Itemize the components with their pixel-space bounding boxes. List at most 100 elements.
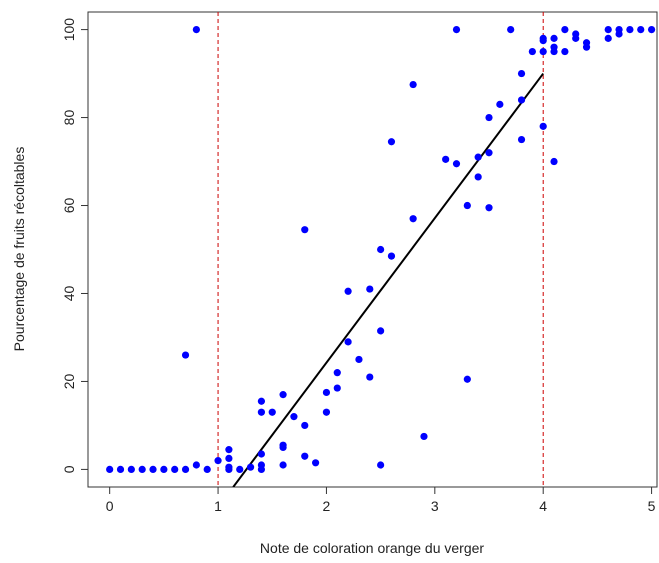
x-tick-label: 1 xyxy=(214,498,222,514)
x-tick-label: 0 xyxy=(106,498,114,514)
x-axis-title: Note de coloration orange du verger xyxy=(260,540,484,556)
data-point xyxy=(637,25,645,34)
data-point xyxy=(355,355,363,364)
y-tick-label: 60 xyxy=(61,198,77,214)
data-point xyxy=(561,47,569,56)
y-tick-label: 80 xyxy=(61,110,77,126)
x-axis: 0 1 2 3 4 5 xyxy=(106,487,656,514)
data-point xyxy=(420,432,428,441)
data-point xyxy=(387,138,396,146)
data-point xyxy=(257,408,266,416)
data-point xyxy=(539,122,547,130)
data-point xyxy=(561,25,569,34)
data-point xyxy=(366,373,374,381)
data-point xyxy=(387,252,396,260)
data-point xyxy=(333,369,341,377)
fit-line xyxy=(232,72,545,487)
x-tick-label: 5 xyxy=(648,498,656,514)
y-tick-label: 100 xyxy=(61,18,77,42)
data-point xyxy=(301,226,309,234)
data-point xyxy=(452,25,461,34)
fit-line-group xyxy=(232,72,545,487)
reference-lines xyxy=(217,12,544,487)
x-tick-label: 3 xyxy=(431,498,439,514)
y-tick-label: 20 xyxy=(61,373,77,389)
data-point xyxy=(257,397,266,405)
data-point xyxy=(550,47,558,56)
y-axis-title: Pourcentage de fruits récoltables xyxy=(11,147,27,352)
data-point xyxy=(181,465,190,474)
data-point xyxy=(225,454,233,463)
data-point xyxy=(268,408,276,416)
data-point xyxy=(160,465,168,474)
data-point xyxy=(236,465,244,474)
data-point xyxy=(550,34,558,42)
data-point xyxy=(463,375,471,383)
data-point xyxy=(279,391,287,399)
data-point xyxy=(604,25,612,34)
data-point xyxy=(322,388,331,397)
data-point xyxy=(333,384,341,392)
data-points xyxy=(106,25,656,474)
data-point xyxy=(192,25,200,34)
data-point xyxy=(116,465,125,474)
data-point xyxy=(257,450,266,458)
data-point xyxy=(442,155,450,163)
data-point xyxy=(604,34,612,42)
data-point xyxy=(225,465,233,474)
data-point xyxy=(344,338,352,346)
data-point xyxy=(290,413,298,421)
data-point xyxy=(517,135,526,144)
data-point xyxy=(528,47,536,56)
data-point xyxy=(301,452,309,460)
data-point xyxy=(474,153,482,161)
data-point xyxy=(474,173,482,181)
data-point xyxy=(203,465,211,474)
data-point xyxy=(452,160,461,168)
data-point xyxy=(507,25,515,34)
data-point xyxy=(485,149,493,157)
data-point xyxy=(377,461,385,469)
x-tick-label: 2 xyxy=(323,498,331,514)
data-point xyxy=(550,157,558,166)
data-point xyxy=(647,25,656,34)
data-point xyxy=(344,287,352,295)
data-point xyxy=(496,100,504,108)
data-point xyxy=(517,69,526,78)
plot-frame xyxy=(87,11,658,488)
data-point xyxy=(517,96,526,104)
y-tick-label: 40 xyxy=(61,285,77,301)
y-tick-label: 0 xyxy=(61,465,77,473)
data-point xyxy=(322,408,331,416)
data-point xyxy=(626,25,634,34)
data-point xyxy=(301,421,309,430)
data-point xyxy=(127,465,135,474)
data-point xyxy=(257,465,266,474)
data-point xyxy=(377,245,385,254)
data-point xyxy=(171,465,179,474)
data-point xyxy=(149,465,157,474)
data-point xyxy=(214,457,222,465)
data-point xyxy=(366,285,374,293)
data-point xyxy=(463,201,471,210)
data-point xyxy=(409,80,417,89)
data-point xyxy=(615,30,623,38)
y-axis: 0 20 40 60 80 100 xyxy=(61,18,88,473)
data-point xyxy=(409,215,417,223)
data-point xyxy=(539,36,547,45)
data-point xyxy=(485,204,493,212)
data-point xyxy=(572,34,580,42)
data-point xyxy=(106,465,114,474)
data-point xyxy=(192,461,200,469)
data-point xyxy=(246,463,255,471)
data-point xyxy=(138,465,146,474)
data-point xyxy=(279,461,287,469)
data-point xyxy=(225,446,233,454)
data-point xyxy=(539,47,547,56)
data-point xyxy=(279,443,287,452)
data-point xyxy=(485,113,493,122)
x-tick-label: 4 xyxy=(539,498,547,514)
data-point xyxy=(312,459,320,467)
data-point xyxy=(582,43,591,51)
